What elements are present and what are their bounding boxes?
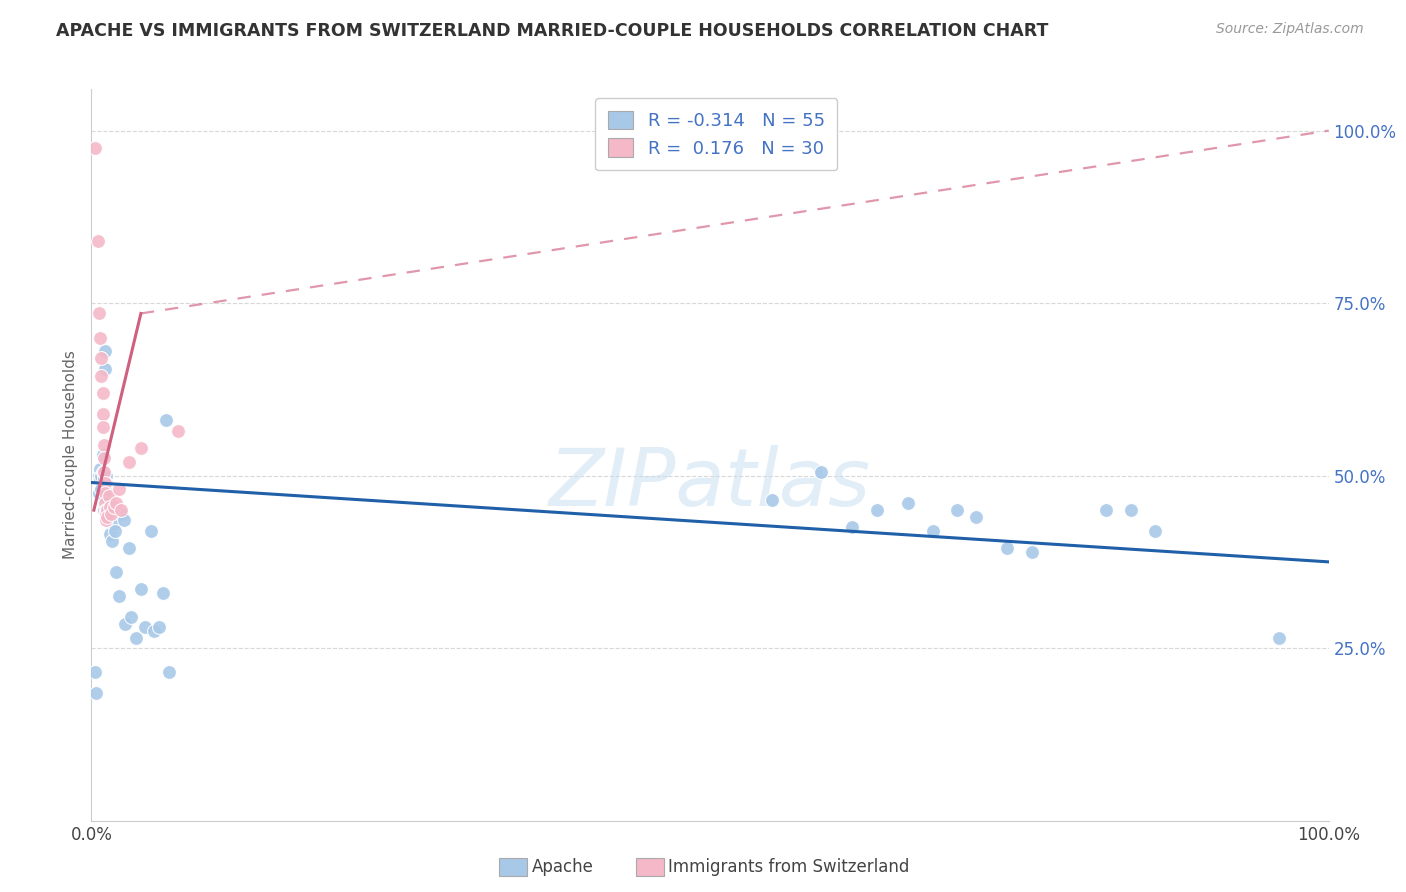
- Point: [87, 486, 110, 500]
- Point: [96, 510, 118, 524]
- Point: [110, 507, 132, 521]
- Point: [93, 489, 115, 503]
- Point: [94, 344, 117, 359]
- Point: [96, 475, 118, 490]
- Point: [93, 451, 115, 466]
- Point: [90, 483, 112, 497]
- Point: [129, 582, 152, 597]
- Point: [107, 590, 129, 604]
- Point: [90, 368, 112, 383]
- Point: [94, 475, 117, 490]
- Point: [86, 234, 108, 248]
- Point: [98, 507, 121, 521]
- Point: [91, 448, 114, 462]
- Text: ZIPatlas: ZIPatlas: [548, 445, 872, 524]
- Point: [87, 468, 110, 483]
- Point: [110, 503, 132, 517]
- Point: [125, 631, 148, 645]
- Point: [94, 496, 117, 510]
- Point: [117, 455, 139, 469]
- Point: [105, 496, 128, 510]
- Point: [98, 527, 121, 541]
- Point: [96, 468, 118, 483]
- Point: [107, 483, 129, 497]
- Point: [89, 472, 111, 486]
- Point: [105, 566, 128, 580]
- Point: [91, 420, 114, 434]
- Point: [96, 507, 118, 521]
- Point: [98, 500, 121, 514]
- Point: [104, 524, 127, 538]
- Text: Immigrants from Switzerland: Immigrants from Switzerland: [668, 858, 910, 876]
- Point: [90, 351, 112, 366]
- Point: [120, 610, 142, 624]
- Point: [91, 465, 114, 479]
- Text: APACHE VS IMMIGRANTS FROM SWITZERLAND MARRIED-COUPLE HOUSEHOLDS CORRELATION CHAR: APACHE VS IMMIGRANTS FROM SWITZERLAND MA…: [56, 22, 1049, 40]
- Point: [841, 520, 863, 534]
- Point: [1119, 503, 1142, 517]
- Point: [139, 524, 162, 538]
- Point: [1268, 631, 1291, 645]
- Point: [1021, 544, 1043, 558]
- Point: [101, 534, 124, 549]
- Text: Apache: Apache: [531, 858, 593, 876]
- Point: [866, 503, 889, 517]
- Point: [761, 492, 783, 507]
- Point: [91, 407, 114, 421]
- Point: [93, 472, 115, 486]
- Point: [100, 507, 122, 521]
- Point: [155, 413, 177, 427]
- Point: [93, 465, 115, 479]
- Point: [93, 465, 115, 479]
- Point: [103, 500, 125, 514]
- Point: [897, 496, 920, 510]
- Point: [117, 541, 139, 555]
- Point: [84, 665, 107, 680]
- Point: [96, 513, 118, 527]
- Y-axis label: Married-couple Households: Married-couple Households: [62, 351, 77, 559]
- Point: [810, 465, 832, 479]
- Point: [97, 489, 120, 503]
- Point: [96, 507, 118, 521]
- Point: [93, 437, 115, 451]
- Point: [995, 541, 1018, 555]
- Point: [90, 468, 112, 483]
- Point: [96, 486, 118, 500]
- Point: [89, 330, 111, 344]
- Point: [103, 516, 125, 531]
- Point: [1144, 524, 1167, 538]
- Point: [94, 361, 117, 376]
- Point: [134, 620, 156, 634]
- Point: [94, 486, 117, 500]
- Point: [129, 441, 152, 455]
- Point: [1095, 503, 1118, 517]
- Legend: R = -0.314   N = 55, R =  0.176   N = 30: R = -0.314 N = 55, R = 0.176 N = 30: [595, 98, 838, 170]
- Point: [114, 617, 136, 632]
- Point: [148, 620, 170, 634]
- Text: Source: ZipAtlas.com: Source: ZipAtlas.com: [1216, 22, 1364, 37]
- Point: [96, 503, 118, 517]
- Point: [112, 513, 135, 527]
- Point: [96, 503, 118, 517]
- Point: [157, 665, 180, 680]
- Point: [965, 510, 987, 524]
- Point: [87, 306, 110, 320]
- Point: [143, 624, 166, 638]
- Point: [167, 424, 190, 438]
- Point: [86, 686, 108, 700]
- Point: [946, 503, 969, 517]
- Point: [152, 586, 174, 600]
- Point: [89, 461, 111, 475]
- Point: [91, 385, 114, 400]
- Point: [93, 503, 115, 517]
- Point: [84, 141, 107, 155]
- Point: [921, 524, 943, 538]
